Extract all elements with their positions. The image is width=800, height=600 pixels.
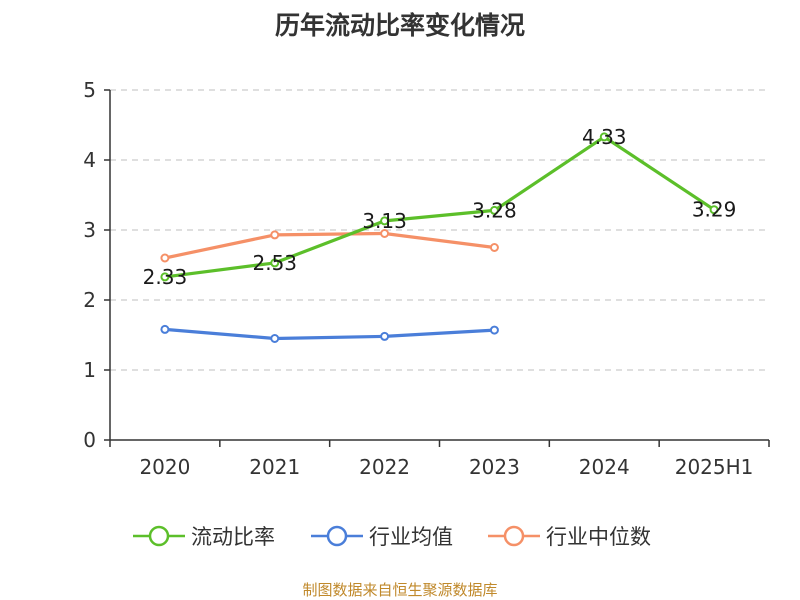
data-point-current-ratio[interactable]: [160, 272, 170, 282]
data-label-current-ratio: 2.33: [143, 265, 188, 289]
legend-label-industry-median: 行业中位数: [546, 525, 651, 549]
y-tick-label: 0: [83, 428, 96, 452]
series-line-industry-avg: [164, 327, 495, 341]
data-point-industry-median[interactable]: [160, 253, 170, 263]
data-label-current-ratio: 3.13: [362, 209, 407, 233]
legend-item-industry-avg[interactable]: 行业均值: [311, 518, 453, 554]
data-point-current-ratio[interactable]: [270, 258, 280, 268]
legend-marker-industry-median: [488, 525, 540, 547]
y-tick-label: 4: [83, 148, 96, 172]
x-tick-label: 2021: [249, 455, 300, 479]
legend-item-industry-median[interactable]: 行业中位数: [488, 518, 651, 554]
gridlines: [110, 89, 769, 371]
data-label-current-ratio: 4.33: [582, 125, 627, 149]
data-labels: 2.33 2.53 3.13 3.28 4.33 3.29: [143, 125, 737, 289]
series-line-current-ratio: [164, 135, 715, 279]
y-tick-label: 1: [83, 358, 96, 382]
series-line-industry-median: [164, 231, 495, 260]
data-label-current-ratio: 2.53: [252, 251, 297, 275]
x-tick-label: 2020: [139, 455, 190, 479]
data-label-current-ratio: 3.29: [692, 198, 737, 222]
legend-label-current-ratio: 流动比率: [191, 525, 275, 549]
y-tick-label: 3: [83, 218, 96, 242]
x-tick-label: 2023: [469, 455, 520, 479]
data-point-current-ratio[interactable]: [380, 216, 390, 226]
series-lines: [160, 132, 719, 343]
data-point-industry-median[interactable]: [489, 243, 499, 252]
x-tick-label: 2022: [359, 455, 410, 479]
legend-marker-current-ratio: [133, 525, 185, 547]
data-point-industry-median[interactable]: [380, 229, 390, 238]
legend-item-current-ratio[interactable]: 流动比率: [133, 518, 275, 554]
data-label-current-ratio: 3.28: [472, 198, 517, 222]
data-point-current-ratio[interactable]: [489, 205, 499, 215]
data-point-industry-avg[interactable]: [489, 325, 499, 335]
x-tick-label: 2024: [579, 455, 630, 479]
axes: 0 1 2 3 4 5 2020 2021 2022 2023 2024 2025H1: [83, 78, 770, 479]
data-point-current-ratio[interactable]: [709, 205, 719, 215]
chart-title: 历年流动比率变化情况: [274, 11, 525, 40]
legend-marker-industry-avg: [311, 525, 363, 547]
data-point-current-ratio[interactable]: [599, 132, 609, 142]
data-point-industry-avg[interactable]: [160, 324, 170, 334]
legend-label-industry-avg: 行业均值: [369, 525, 453, 549]
data-point-industry-avg[interactable]: [380, 331, 390, 341]
x-tick-label: 2025H1: [675, 455, 754, 479]
legend: 流动比率 行业均值 行业中位数: [0, 518, 800, 554]
y-tick-label: 5: [83, 78, 96, 102]
data-source-note: 制图数据来自恒生聚源数据库: [302, 581, 498, 599]
data-point-industry-median[interactable]: [270, 230, 280, 240]
y-tick-label: 2: [83, 288, 96, 312]
data-point-industry-avg[interactable]: [270, 334, 280, 343]
